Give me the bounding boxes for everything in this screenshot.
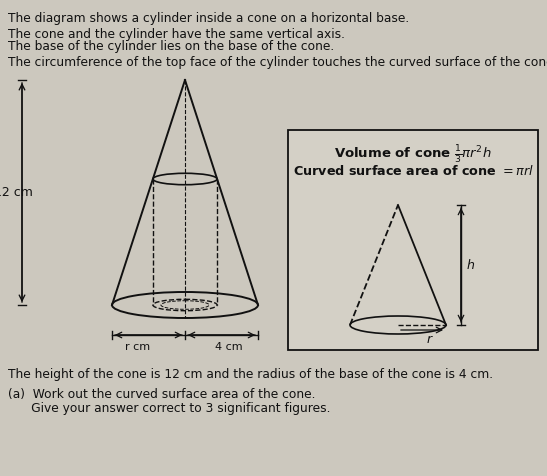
Text: $h$: $h$ [466,258,475,272]
Text: The height of the cone is 12 cm and the radius of the base of the cone is 4 cm.: The height of the cone is 12 cm and the … [8,368,493,381]
Text: r cm: r cm [125,342,150,352]
Text: Curved surface area of cone $= \pi rl$: Curved surface area of cone $= \pi rl$ [293,164,533,178]
Text: The diagram shows a cylinder inside a cone on a horizontal base.: The diagram shows a cylinder inside a co… [8,12,409,25]
Bar [288,130,538,350]
Text: The cone and the cylinder have the same vertical axis.: The cone and the cylinder have the same … [8,28,345,41]
Text: The circumference of the top face of the cylinder touches the curved surface of : The circumference of the top face of the… [8,56,547,69]
Text: The base of the cylinder lies on the base of the cone.: The base of the cylinder lies on the bas… [8,40,334,53]
Text: (a)  Work out the curved surface area of the cone.: (a) Work out the curved surface area of … [8,388,316,401]
Text: 12 cm: 12 cm [0,186,33,199]
Text: Volume of cone $\frac{1}{3}\pi r^2h$: Volume of cone $\frac{1}{3}\pi r^2h$ [334,144,492,166]
Text: $r$: $r$ [426,333,434,346]
Text: Give your answer correct to 3 significant figures.: Give your answer correct to 3 significan… [8,402,330,415]
Text: 4 cm: 4 cm [215,342,243,352]
